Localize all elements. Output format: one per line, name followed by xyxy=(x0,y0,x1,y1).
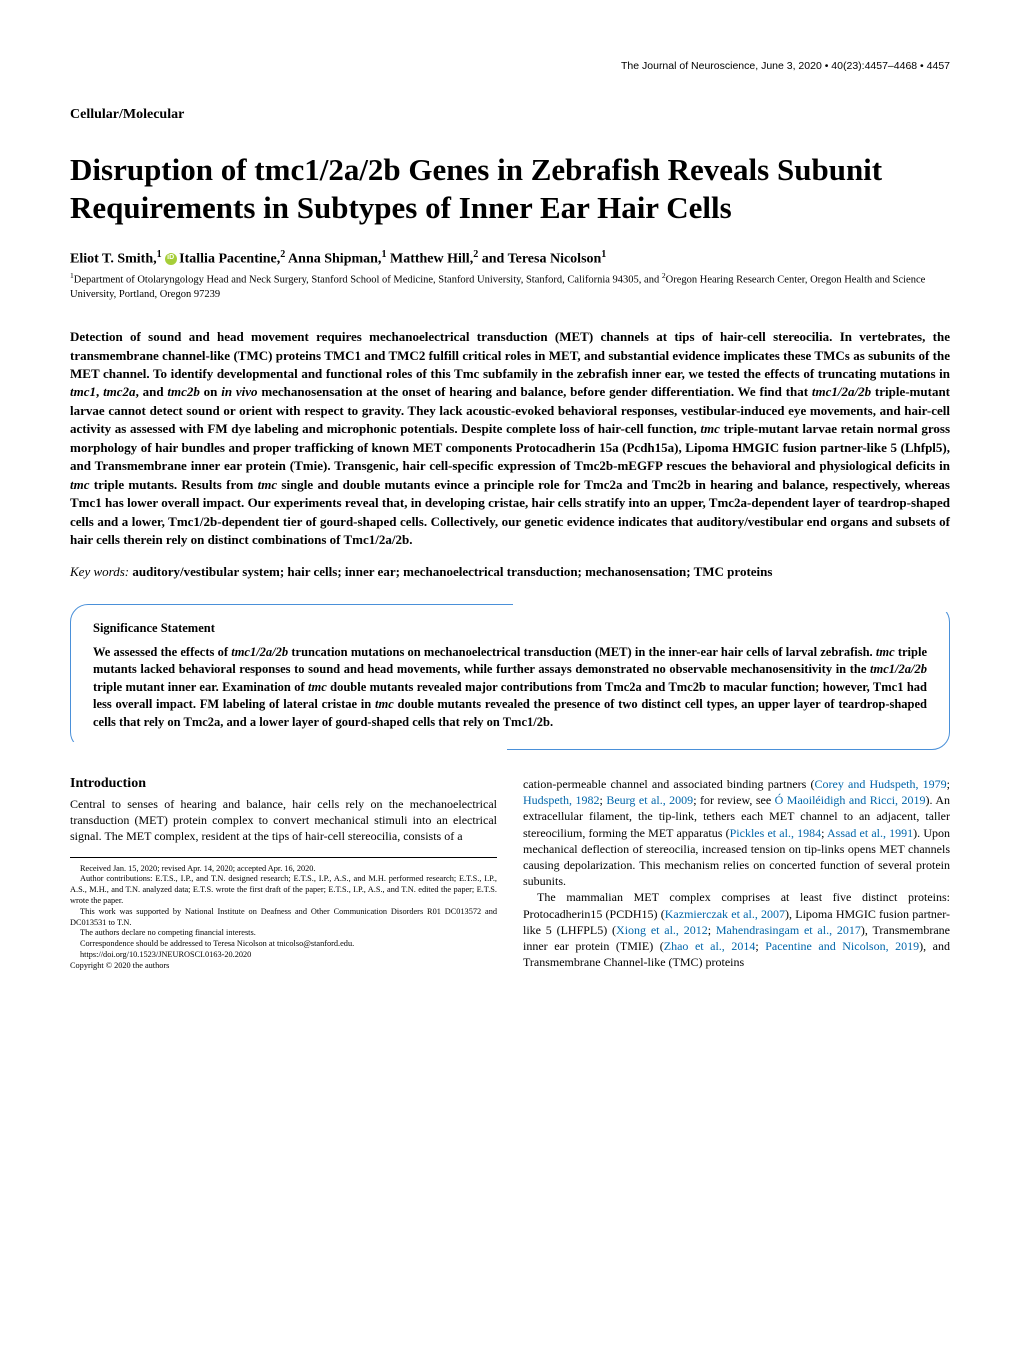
keywords-content: auditory/vestibular system; hair cells; … xyxy=(132,564,772,579)
right-column: cation-permeable channel and associated … xyxy=(523,776,950,971)
significance-statement-box: Significance Statement We assessed the e… xyxy=(70,604,950,751)
footnote-contributions: Author contributions: E.T.S., I.P., and … xyxy=(70,874,497,906)
footnotes: Received Jan. 15, 2020; revised Apr. 14,… xyxy=(70,857,497,972)
author-list: Eliot T. Smith,1 Itallia Pacentine,2 Ann… xyxy=(70,249,950,268)
intro-text-right: cation-permeable channel and associated … xyxy=(523,776,950,970)
two-column-layout: Introduction Central to senses of hearin… xyxy=(70,776,950,971)
footnote-received: Received Jan. 15, 2020; revised Apr. 14,… xyxy=(70,864,497,875)
section-label: Cellular/Molecular xyxy=(70,107,950,123)
footnote-copyright: Copyright © 2020 the authors xyxy=(70,961,497,972)
orcid-icon xyxy=(165,253,177,265)
significance-title: Significance Statement xyxy=(93,621,927,636)
intro-paragraph-1: Central to senses of hearing and balance… xyxy=(70,796,497,845)
footnote-correspondence: Correspondence should be addressed to Te… xyxy=(70,939,497,950)
footnote-doi: https://doi.org/10.1523/JNEUROSCI.0163-2… xyxy=(70,950,497,961)
intro-paragraph-2: cation-permeable channel and associated … xyxy=(523,776,950,889)
abstract: Detection of sound and head movement req… xyxy=(70,328,950,549)
intro-text-left: Central to senses of hearing and balance… xyxy=(70,796,497,845)
keywords-label: Key words: xyxy=(70,564,129,579)
footnote-funding: This work was supported by National Inst… xyxy=(70,907,497,929)
left-column: Introduction Central to senses of hearin… xyxy=(70,776,497,971)
introduction-heading: Introduction xyxy=(70,776,497,792)
intro-paragraph-3: The mammalian MET complex comprises at l… xyxy=(523,889,950,970)
affiliations: 1Department of Otolaryngology Head and N… xyxy=(70,271,950,302)
footnote-competing: The authors declare no competing financi… xyxy=(70,928,497,939)
journal-header: The Journal of Neuroscience, June 3, 202… xyxy=(70,60,950,72)
article-title: Disruption of tmc1/2a/2b Genes in Zebraf… xyxy=(70,151,950,227)
keywords: Key words: auditory/vestibular system; h… xyxy=(70,564,950,580)
significance-text: We assessed the effects of tmc1/2a/2b tr… xyxy=(93,644,927,732)
